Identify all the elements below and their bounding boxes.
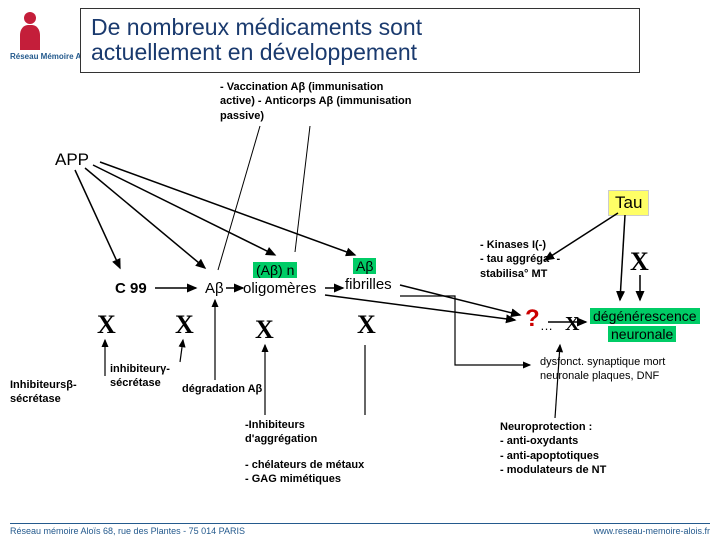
footer: Réseau mémoire Aloïs 68, rue des Plantes… bbox=[10, 523, 710, 536]
inhib-beta: Inhibiteursβ-sécrétase bbox=[10, 378, 100, 407]
label-degen-bot: neuronale bbox=[608, 326, 676, 342]
logo: Réseau Mémoire Aloïs bbox=[10, 10, 70, 70]
marker-x-5: X bbox=[565, 313, 579, 336]
label-fibr-top: Aβ bbox=[353, 258, 376, 274]
marker-x-3: X bbox=[255, 315, 274, 345]
neuroprotect: Neuroprotection : - anti-oxydants - anti… bbox=[500, 420, 670, 477]
label-app: APP bbox=[55, 150, 89, 170]
label-ab: Aβ bbox=[205, 280, 224, 297]
label-oligo-bot: oligomères bbox=[243, 280, 316, 297]
title-line-2: actuellement en développement bbox=[91, 40, 629, 65]
inhib-aggr: -Inhibiteurs d'aggrégation bbox=[245, 418, 355, 447]
chelat: - chélateurs de métaux - GAG mimétiques bbox=[245, 458, 405, 487]
ellipsis: … bbox=[540, 318, 553, 333]
degradation: dégradation Aβ bbox=[182, 382, 267, 396]
marker-x-4: X bbox=[357, 310, 376, 340]
title-box: De nombreux médicaments sont actuellemen… bbox=[80, 8, 640, 73]
title-line-1: De nombreux médicaments sont bbox=[91, 15, 629, 40]
marker-x-2: X bbox=[175, 310, 194, 340]
label-tau: Tau bbox=[608, 190, 649, 216]
kinases-text: - Kinases I(-) - tau aggréga° - stabilis… bbox=[480, 238, 610, 281]
label-oligo-top: (Aβ) n bbox=[253, 262, 297, 278]
marker-x-6: X bbox=[630, 247, 649, 277]
label-degen-top: dégénérescence bbox=[590, 308, 700, 324]
marker-x-1: X bbox=[97, 310, 116, 340]
footer-right: www.reseau-memoire-alois.fr bbox=[593, 526, 710, 536]
label-fibr-bot: fibrilles bbox=[345, 276, 392, 293]
inhib-gamma: inhibiteurγ-sécrétase bbox=[110, 362, 188, 391]
question-mark: ? bbox=[525, 305, 540, 333]
label-c99: C 99 bbox=[115, 280, 147, 297]
footer-left: Réseau mémoire Aloïs 68, rue des Plantes… bbox=[10, 526, 245, 536]
vaccination-text: - Vaccination Aβ (immunisation active) -… bbox=[220, 80, 420, 123]
dysfonct: dysfonct. synaptique mort neuronale plaq… bbox=[540, 355, 700, 384]
